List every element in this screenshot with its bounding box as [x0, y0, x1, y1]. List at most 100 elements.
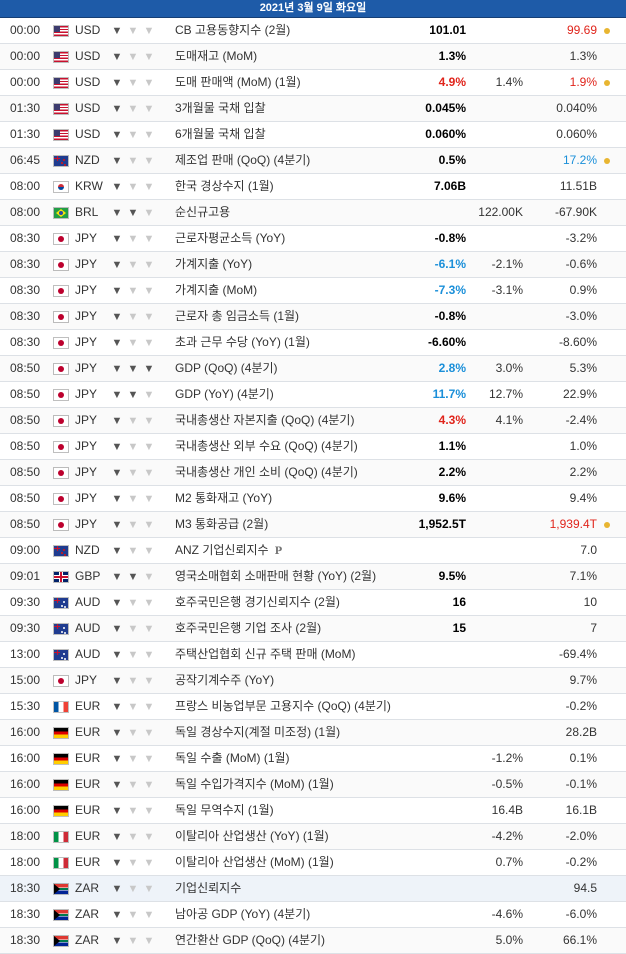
event-name[interactable]: GDP (QoQ) (4분기): [175, 356, 425, 381]
table-row[interactable]: 08:30 JPY ▼ ▼ ▼ 가계지출 (MoM) -7.3% -3.1% 0.9%: [0, 278, 626, 304]
event-name[interactable]: 3개월물 국채 입찰: [175, 96, 425, 121]
revision-dot-icon[interactable]: [604, 512, 614, 537]
table-row[interactable]: 15:00 JPY ▼ ▼ ▼ 공작기계수주 (YoY) 9.7%: [0, 668, 626, 694]
revision-dot-icon[interactable]: [604, 18, 614, 43]
table-row[interactable]: 09:30 AUD ▼ ▼ ▼ 호주국민은행 기업 조사 (2월) 15 7: [0, 616, 626, 642]
event-name[interactable]: 제조업 판매 (QoQ) (4분기): [175, 148, 425, 173]
table-row[interactable]: 18:30 ZAR ▼ ▼ ▼ 남아공 GDP (YoY) (4분기) -4.6% -6.0%: [0, 902, 626, 928]
table-row[interactable]: 18:30 ZAR ▼ ▼ ▼ 연간환산 GDP (QoQ) (4분기) 5.0% 66.1%: [0, 928, 626, 954]
table-row[interactable]: 08:00 BRL ▼ ▼ ▼ 순신규고용 122.00K -67.90K: [0, 200, 626, 226]
bull-icon: ▼: [143, 701, 155, 713]
currency-code: USD: [75, 75, 101, 89]
table-row[interactable]: 08:50 JPY ▼ ▼ ▼ 국내총생산 외부 수요 (QoQ) (4분기) 1.1% 1.…: [0, 434, 626, 460]
event-name[interactable]: 도매 판매액 (MoM) (1월): [175, 70, 425, 95]
event-name[interactable]: M3 통화공급 (2월): [175, 512, 425, 537]
table-row[interactable]: 08:50 JPY ▼ ▼ ▼ GDP (QoQ) (4분기) 2.8% 3.0% 5.3%: [0, 356, 626, 382]
table-row[interactable]: 18:30 ZAR ▼ ▼ ▼ 기업신뢰지수 94.5: [0, 876, 626, 902]
event-name[interactable]: CB 고용동향지수 (2월): [175, 18, 425, 43]
event-name[interactable]: 순신규고용: [175, 200, 425, 225]
table-row[interactable]: 18:00 EUR ▼ ▼ ▼ 이탈리아 산업생산 (MoM) (1월) 0.7% -0.2%: [0, 850, 626, 876]
table-row[interactable]: 00:00 USD ▼ ▼ ▼ CB 고용동향지수 (2월) 101.01 99.69: [0, 18, 626, 44]
revision-dot-icon[interactable]: [604, 148, 614, 173]
event-name[interactable]: 공작기계수주 (YoY): [175, 668, 425, 693]
table-row[interactable]: 01:30 USD ▼ ▼ ▼ 3개월물 국채 입찰 0.045% 0.040%: [0, 96, 626, 122]
event-name[interactable]: 이탈리아 산업생산 (MoM) (1월): [175, 850, 425, 875]
table-row[interactable]: 08:50 JPY ▼ ▼ ▼ M2 통화재고 (YoY) 9.6% 9.4%: [0, 486, 626, 512]
table-row[interactable]: 08:50 JPY ▼ ▼ ▼ GDP (YoY) (4분기) 11.7% 12.7% 22.9…: [0, 382, 626, 408]
event-name[interactable]: 6개월물 국채 입찰: [175, 122, 425, 147]
event-name[interactable]: 독일 수출 (MoM) (1월): [175, 746, 425, 771]
event-name[interactable]: 국내총생산 자본지출 (QoQ) (4분기): [175, 408, 425, 433]
table-row[interactable]: 09:01 GBP ▼ ▼ ▼ 영국소매협회 소매판매 현황 (YoY) (2월) 9.5%…: [0, 564, 626, 590]
table-row[interactable]: 16:00 EUR ▼ ▼ ▼ 독일 경상수지(계절 미조정) (1월) 28.2B: [0, 720, 626, 746]
event-name[interactable]: 주택산업협회 신규 주택 판매 (MoM): [175, 642, 425, 667]
event-name[interactable]: 독일 경상수지(계절 미조정) (1월): [175, 720, 425, 745]
table-row[interactable]: 15:30 EUR ▼ ▼ ▼ 프랑스 비농업부문 고용지수 (QoQ) (4분기) -0.…: [0, 694, 626, 720]
event-time: 08:00: [10, 179, 41, 193]
event-name[interactable]: GDP (YoY) (4분기): [175, 382, 425, 407]
table-row[interactable]: 06:45 NZD ▼ ▼ ▼ 제조업 판매 (QoQ) (4분기) 0.5% 17.2%: [0, 148, 626, 174]
revision-dot-icon[interactable]: [604, 70, 614, 95]
event-name[interactable]: 독일 수입가격지수 (MoM) (1월): [175, 772, 425, 797]
previous-value: 28.2B: [565, 725, 597, 739]
table-row[interactable]: 08:30 JPY ▼ ▼ ▼ 초과 근무 수당 (YoY) (1월) -6.60% -8.6…: [0, 330, 626, 356]
table-row[interactable]: 08:30 JPY ▼ ▼ ▼ 근로자 총 임금소득 (1월) -0.8% -3.0%: [0, 304, 626, 330]
event-name[interactable]: 근로자평균소득 (YoY): [175, 226, 425, 251]
event-name[interactable]: 근로자 총 임금소득 (1월): [175, 304, 425, 329]
event-name[interactable]: 남아공 GDP (YoY) (4분기): [175, 902, 425, 927]
bull-icon: ▼: [127, 935, 139, 947]
table-row[interactable]: 08:50 JPY ▼ ▼ ▼ 국내총생산 자본지출 (QoQ) (4분기) 4.3% 4.1…: [0, 408, 626, 434]
event-name[interactable]: ANZ 기업신뢰지수 P: [175, 538, 425, 564]
event-name[interactable]: 도매재고 (MoM): [175, 44, 425, 69]
event-name[interactable]: 가계지출 (MoM): [175, 278, 425, 303]
bull-icon: ▼: [111, 311, 123, 323]
event-name[interactable]: 영국소매협회 소매판매 현황 (YoY) (2월): [175, 564, 425, 589]
event-name-label: ANZ 기업신뢰지수: [175, 543, 269, 557]
forecast-value: -4.2%: [491, 829, 523, 843]
table-row[interactable]: 00:00 USD ▼ ▼ ▼ 도매 판매액 (MoM) (1월) 4.9% 1.4% 1.9%: [0, 70, 626, 96]
table-row[interactable]: 16:00 EUR ▼ ▼ ▼ 독일 무역수지 (1월) 16.4B 16.1B: [0, 798, 626, 824]
event-name-label: CB 고용동향지수 (2월): [175, 23, 291, 37]
flag-icon: [54, 52, 68, 62]
event-name[interactable]: 호주국민은행 경기신뢰지수 (2월): [175, 590, 425, 615]
event-name[interactable]: 초과 근무 수당 (YoY) (1월): [175, 330, 425, 355]
importance-rating: ▼ ▼ ▼: [109, 772, 165, 798]
table-row[interactable]: 18:00 EUR ▼ ▼ ▼ 이탈리아 산업생산 (YoY) (1월) -4.2% -2.0…: [0, 824, 626, 850]
bull-icon: ▼: [143, 883, 155, 895]
event-name[interactable]: 프랑스 비농업부문 고용지수 (QoQ) (4분기): [175, 694, 425, 719]
table-row[interactable]: 09:00 NZD ▼ ▼ ▼ ANZ 기업신뢰지수 P 7.0: [0, 538, 626, 564]
event-name[interactable]: 국내총생산 개인 소비 (QoQ) (4분기): [175, 460, 425, 485]
event-name[interactable]: 국내총생산 외부 수요 (QoQ) (4분기): [175, 434, 425, 459]
bull-icon: ▼: [127, 675, 139, 687]
bull-icon: ▼: [127, 857, 139, 869]
table-row[interactable]: 00:00 USD ▼ ▼ ▼ 도매재고 (MoM) 1.3% 1.3%: [0, 44, 626, 70]
table-row[interactable]: 16:00 EUR ▼ ▼ ▼ 독일 수입가격지수 (MoM) (1월) -0.5% -0.1…: [0, 772, 626, 798]
bull-icon: ▼: [143, 493, 155, 505]
bull-icon: ▼: [111, 25, 123, 37]
event-name-label: M3 통화공급 (2월): [175, 517, 269, 531]
event-time: 01:30: [10, 101, 41, 115]
table-row[interactable]: 08:00 KRW ▼ ▼ ▼ 한국 경상수지 (1월) 7.06B 11.51B: [0, 174, 626, 200]
table-row[interactable]: 08:30 JPY ▼ ▼ ▼ 가계지출 (YoY) -6.1% -2.1% -0.6%: [0, 252, 626, 278]
table-row[interactable]: 16:00 EUR ▼ ▼ ▼ 독일 수출 (MoM) (1월) -1.2% 0.1%: [0, 746, 626, 772]
previous-value: 16.1B: [565, 803, 597, 817]
event-time: 18:00: [10, 855, 41, 869]
table-row[interactable]: 08:50 JPY ▼ ▼ ▼ 국내총생산 개인 소비 (QoQ) (4분기) 2.2% 2.…: [0, 460, 626, 486]
event-name[interactable]: 이탈리아 산업생산 (YoY) (1월): [175, 824, 425, 849]
event-name[interactable]: 한국 경상수지 (1월): [175, 174, 425, 199]
table-row[interactable]: 01:30 USD ▼ ▼ ▼ 6개월물 국채 입찰 0.060% 0.060%: [0, 122, 626, 148]
event-name[interactable]: 독일 무역수지 (1월): [175, 798, 425, 823]
table-row[interactable]: 08:30 JPY ▼ ▼ ▼ 근로자평균소득 (YoY) -0.8% -3.2%: [0, 226, 626, 252]
event-name[interactable]: 기업신뢰지수: [175, 876, 425, 901]
event-name[interactable]: 가계지출 (YoY): [175, 252, 425, 277]
table-row[interactable]: 08:50 JPY ▼ ▼ ▼ M3 통화공급 (2월) 1,952.5T 1,939.4T: [0, 512, 626, 538]
actual-value: -0.8%: [434, 309, 466, 323]
currency-code: EUR: [75, 777, 101, 791]
table-row[interactable]: 13:00 AUD ▼ ▼ ▼ 주택산업협회 신규 주택 판매 (MoM) -69.4%: [0, 642, 626, 668]
event-name[interactable]: 연간환산 GDP (QoQ) (4분기): [175, 928, 425, 953]
event-name[interactable]: M2 통화재고 (YoY): [175, 486, 425, 511]
bull-icon: ▼: [111, 259, 123, 271]
event-name[interactable]: 호주국민은행 기업 조사 (2월): [175, 616, 425, 641]
bull-icon: ▼: [143, 103, 155, 115]
table-row[interactable]: 09:30 AUD ▼ ▼ ▼ 호주국민은행 경기신뢰지수 (2월) 16 10: [0, 590, 626, 616]
